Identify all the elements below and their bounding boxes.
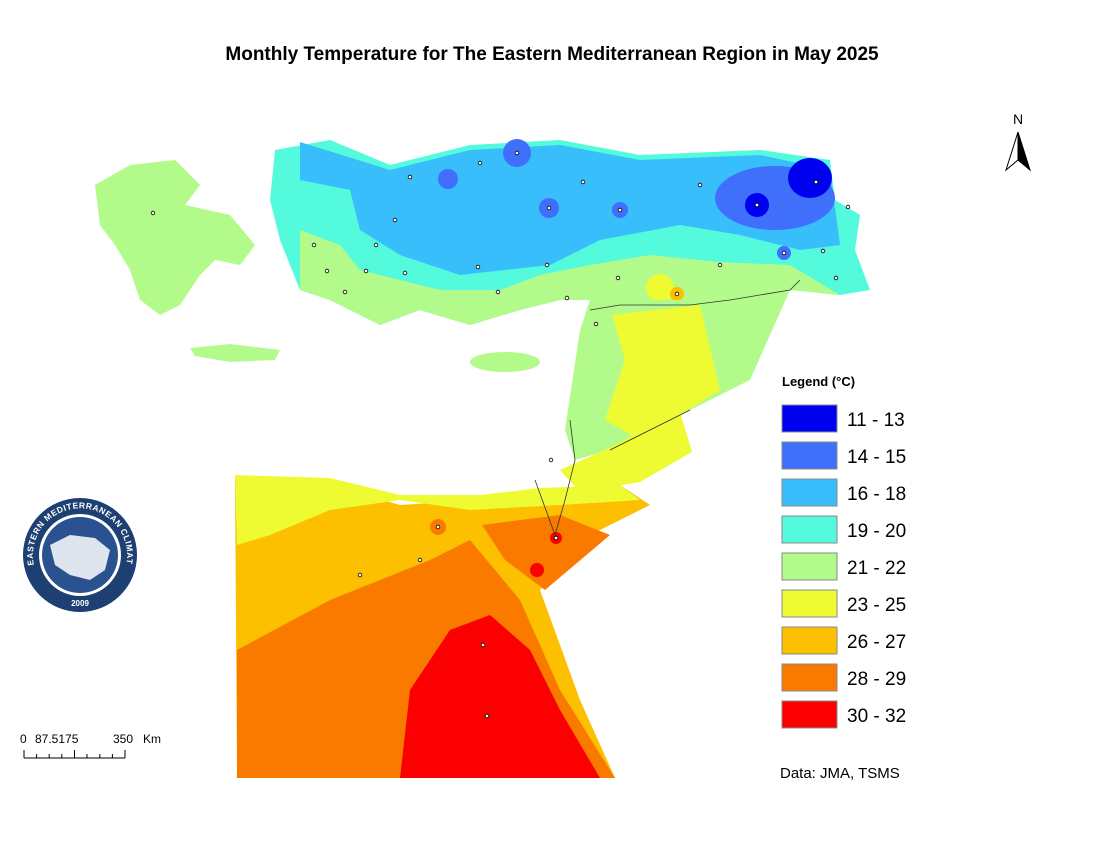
legend-swatch <box>781 589 838 618</box>
legend-label: 11 - 13 <box>847 410 905 431</box>
legend-swatch <box>781 626 838 655</box>
border <box>589 279 801 311</box>
map-title: Monthly Temperature for The Eastern Medi… <box>225 44 879 65</box>
scale-label: 87.5175 <box>35 732 79 746</box>
logo: EASTERN MEDITERRANEAN CLIMATE CENTRE 200… <box>0 0 137 612</box>
logo-year: 2009 <box>71 599 89 608</box>
legend-swatch <box>781 552 838 581</box>
region <box>605 305 720 440</box>
region <box>482 515 610 590</box>
region <box>300 142 840 275</box>
legend-swatch <box>781 515 838 544</box>
legend-swatch <box>781 404 838 433</box>
legend-label: 16 - 18 <box>847 484 906 505</box>
region <box>560 412 692 492</box>
legend-label: 14 - 15 <box>847 447 906 468</box>
region <box>235 475 640 545</box>
legend-label: 23 - 25 <box>847 595 906 616</box>
north-label: N <box>1013 111 1023 127</box>
credit: Data: JMA, TSMS <box>780 765 900 782</box>
legend-label: 21 - 22 <box>847 558 906 579</box>
region <box>470 352 540 372</box>
legend-label: 30 - 32 <box>847 706 906 727</box>
stations <box>150 150 851 719</box>
legend-label: 26 - 27 <box>847 632 906 653</box>
legend-swatch <box>781 478 838 507</box>
scale-label: 350 <box>113 732 133 746</box>
region <box>95 160 255 315</box>
region <box>530 563 544 577</box>
legend-title: Legend (°C) <box>782 374 855 389</box>
border <box>534 419 576 537</box>
legend-label: 28 - 29 <box>847 669 906 690</box>
region <box>438 169 458 189</box>
scale-unit: Km <box>143 732 161 746</box>
border <box>609 409 691 451</box>
legend-label: 19 - 20 <box>847 521 906 542</box>
map <box>95 139 870 778</box>
region <box>400 615 600 778</box>
north-arrow: N <box>1005 111 1031 172</box>
region <box>788 158 832 198</box>
legend-swatch <box>781 700 838 729</box>
svg-text:EASTERN MEDITERRANEAN CLIMATE: EASTERN MEDITERRANEAN CLIMATE CENTRE <box>0 0 135 566</box>
scale-label: 0 <box>20 732 27 746</box>
region <box>646 274 674 302</box>
scale-bar: 0 87.5175 350 Km <box>20 732 161 759</box>
region <box>190 344 280 362</box>
legend-swatch <box>781 663 838 692</box>
logo-name: EASTERN MEDITERRANEAN CLIMATE CENTRE <box>0 0 135 566</box>
legend-swatch <box>781 441 838 470</box>
legend: Legend (°C) 11 - 13 14 - 15 16 - 18 19 - 20… <box>781 374 906 729</box>
